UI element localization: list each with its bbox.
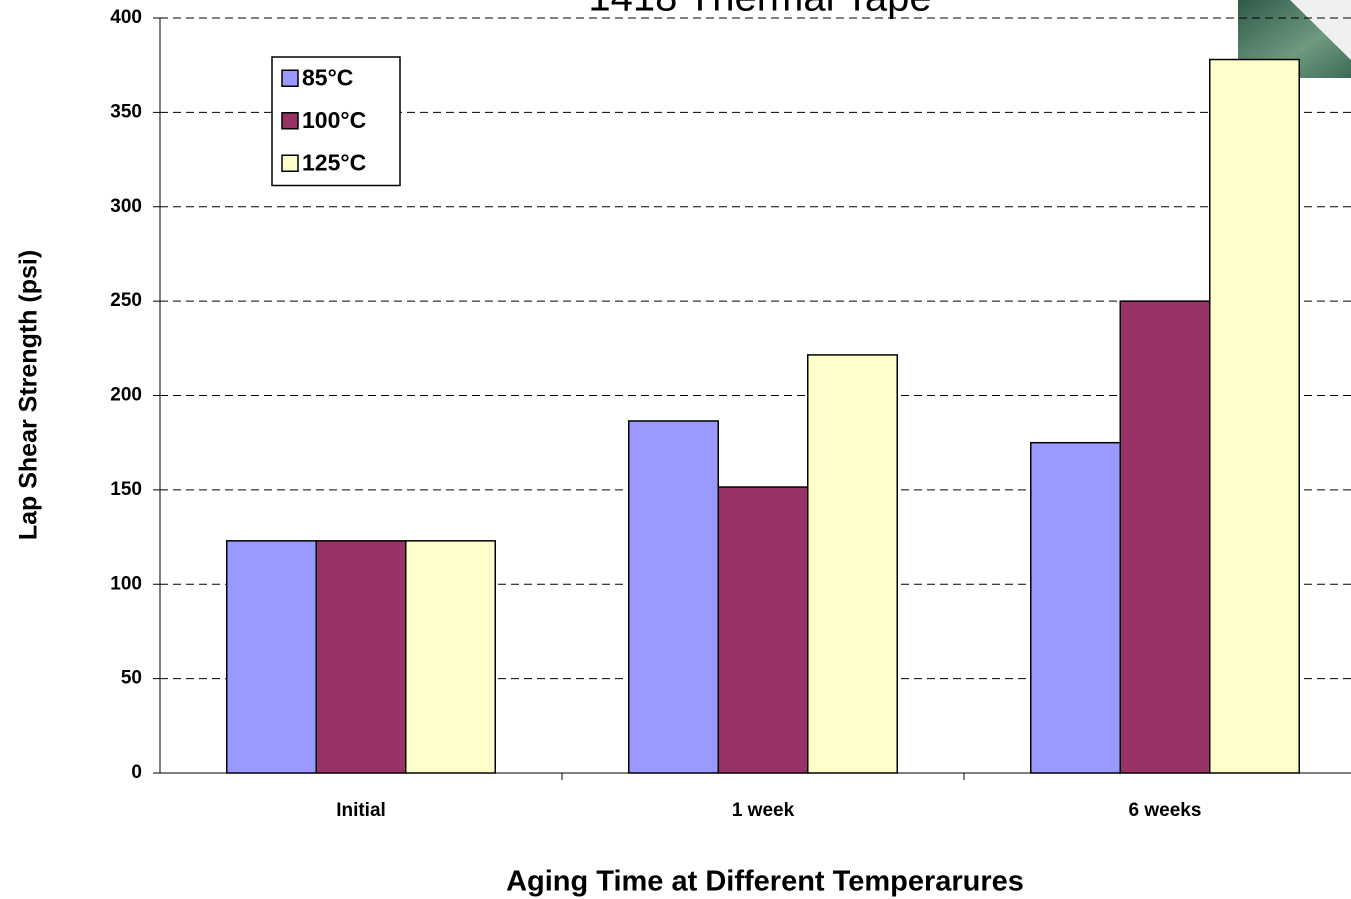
legend-swatch	[282, 113, 298, 129]
y-tick-label: 50	[121, 668, 142, 689]
legend-label: 85°C	[302, 64, 353, 90]
bar	[1120, 301, 1210, 773]
y-tick-label: 400	[110, 7, 142, 28]
bar	[227, 541, 317, 773]
bar	[1210, 60, 1300, 773]
bar	[316, 541, 406, 773]
legend-swatch	[282, 70, 298, 86]
x-axis-title: Aging Time at Different Temperarures	[506, 866, 1024, 898]
legend-label: 125°C	[302, 149, 366, 175]
bar	[406, 541, 496, 773]
legend-swatch	[282, 155, 298, 171]
legend-label: 100°C	[302, 107, 366, 133]
y-tick-label: 200	[110, 385, 142, 406]
bar	[718, 487, 808, 773]
chart: 1418 Thermal Tape Aging Time at Differen…	[0, 0, 1351, 899]
chart-title: 1418 Thermal Tape	[588, 0, 931, 20]
y-tick-label: 100	[110, 573, 142, 594]
y-axis-title: Lap Shear Strength (psi)	[15, 250, 43, 540]
x-tick-label: 6 weeks	[1129, 800, 1202, 821]
bar	[629, 421, 719, 773]
x-tick-label: 1 week	[732, 800, 795, 821]
y-tick-label: 0	[131, 762, 142, 783]
y-tick-label: 250	[110, 290, 142, 311]
y-tick-label: 350	[110, 101, 142, 122]
bar	[1031, 443, 1121, 773]
x-tick-label: Initial	[336, 800, 386, 821]
bar	[808, 355, 898, 773]
y-tick-label: 300	[110, 196, 142, 217]
y-tick-label: 150	[110, 479, 142, 500]
